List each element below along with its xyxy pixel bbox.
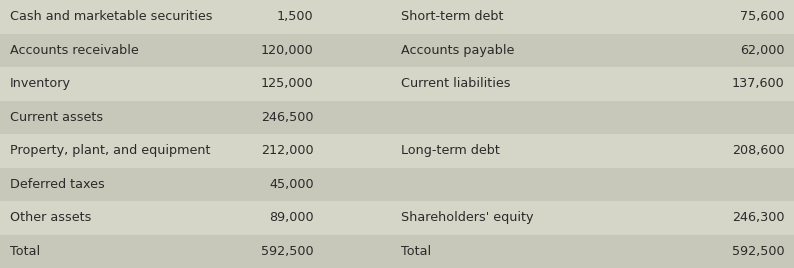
Text: 212,000: 212,000	[261, 144, 314, 157]
Bar	[0, 201, 794, 234]
Text: Other assets: Other assets	[10, 211, 91, 224]
Text: 75,600: 75,600	[740, 10, 784, 23]
Text: 45,000: 45,000	[269, 178, 314, 191]
Bar	[0, 234, 794, 268]
Text: 137,600: 137,600	[732, 77, 784, 90]
Bar	[0, 100, 794, 134]
Text: Property, plant, and equipment: Property, plant, and equipment	[10, 144, 210, 157]
Text: Short-term debt: Short-term debt	[401, 10, 503, 23]
Text: Current liabilities: Current liabilities	[401, 77, 511, 90]
Text: 592,500: 592,500	[732, 245, 784, 258]
Text: Total: Total	[10, 245, 40, 258]
Bar	[0, 34, 794, 67]
Text: 120,000: 120,000	[261, 44, 314, 57]
Bar	[0, 168, 794, 201]
Text: 125,000: 125,000	[261, 77, 314, 90]
Text: Accounts payable: Accounts payable	[401, 44, 515, 57]
Text: 208,600: 208,600	[732, 144, 784, 157]
Text: Total: Total	[401, 245, 431, 258]
Text: Current assets: Current assets	[10, 111, 102, 124]
Text: Shareholders' equity: Shareholders' equity	[401, 211, 534, 224]
Bar	[0, 67, 794, 100]
Text: Deferred taxes: Deferred taxes	[10, 178, 104, 191]
Bar	[0, 0, 794, 34]
Text: Long-term debt: Long-term debt	[401, 144, 500, 157]
Text: Cash and marketable securities: Cash and marketable securities	[10, 10, 212, 23]
Text: 592,500: 592,500	[261, 245, 314, 258]
Text: Inventory: Inventory	[10, 77, 71, 90]
Text: 89,000: 89,000	[269, 211, 314, 224]
Bar	[0, 134, 794, 168]
Text: 246,500: 246,500	[261, 111, 314, 124]
Text: 1,500: 1,500	[277, 10, 314, 23]
Text: Accounts receivable: Accounts receivable	[10, 44, 138, 57]
Text: 246,300: 246,300	[732, 211, 784, 224]
Text: 62,000: 62,000	[740, 44, 784, 57]
